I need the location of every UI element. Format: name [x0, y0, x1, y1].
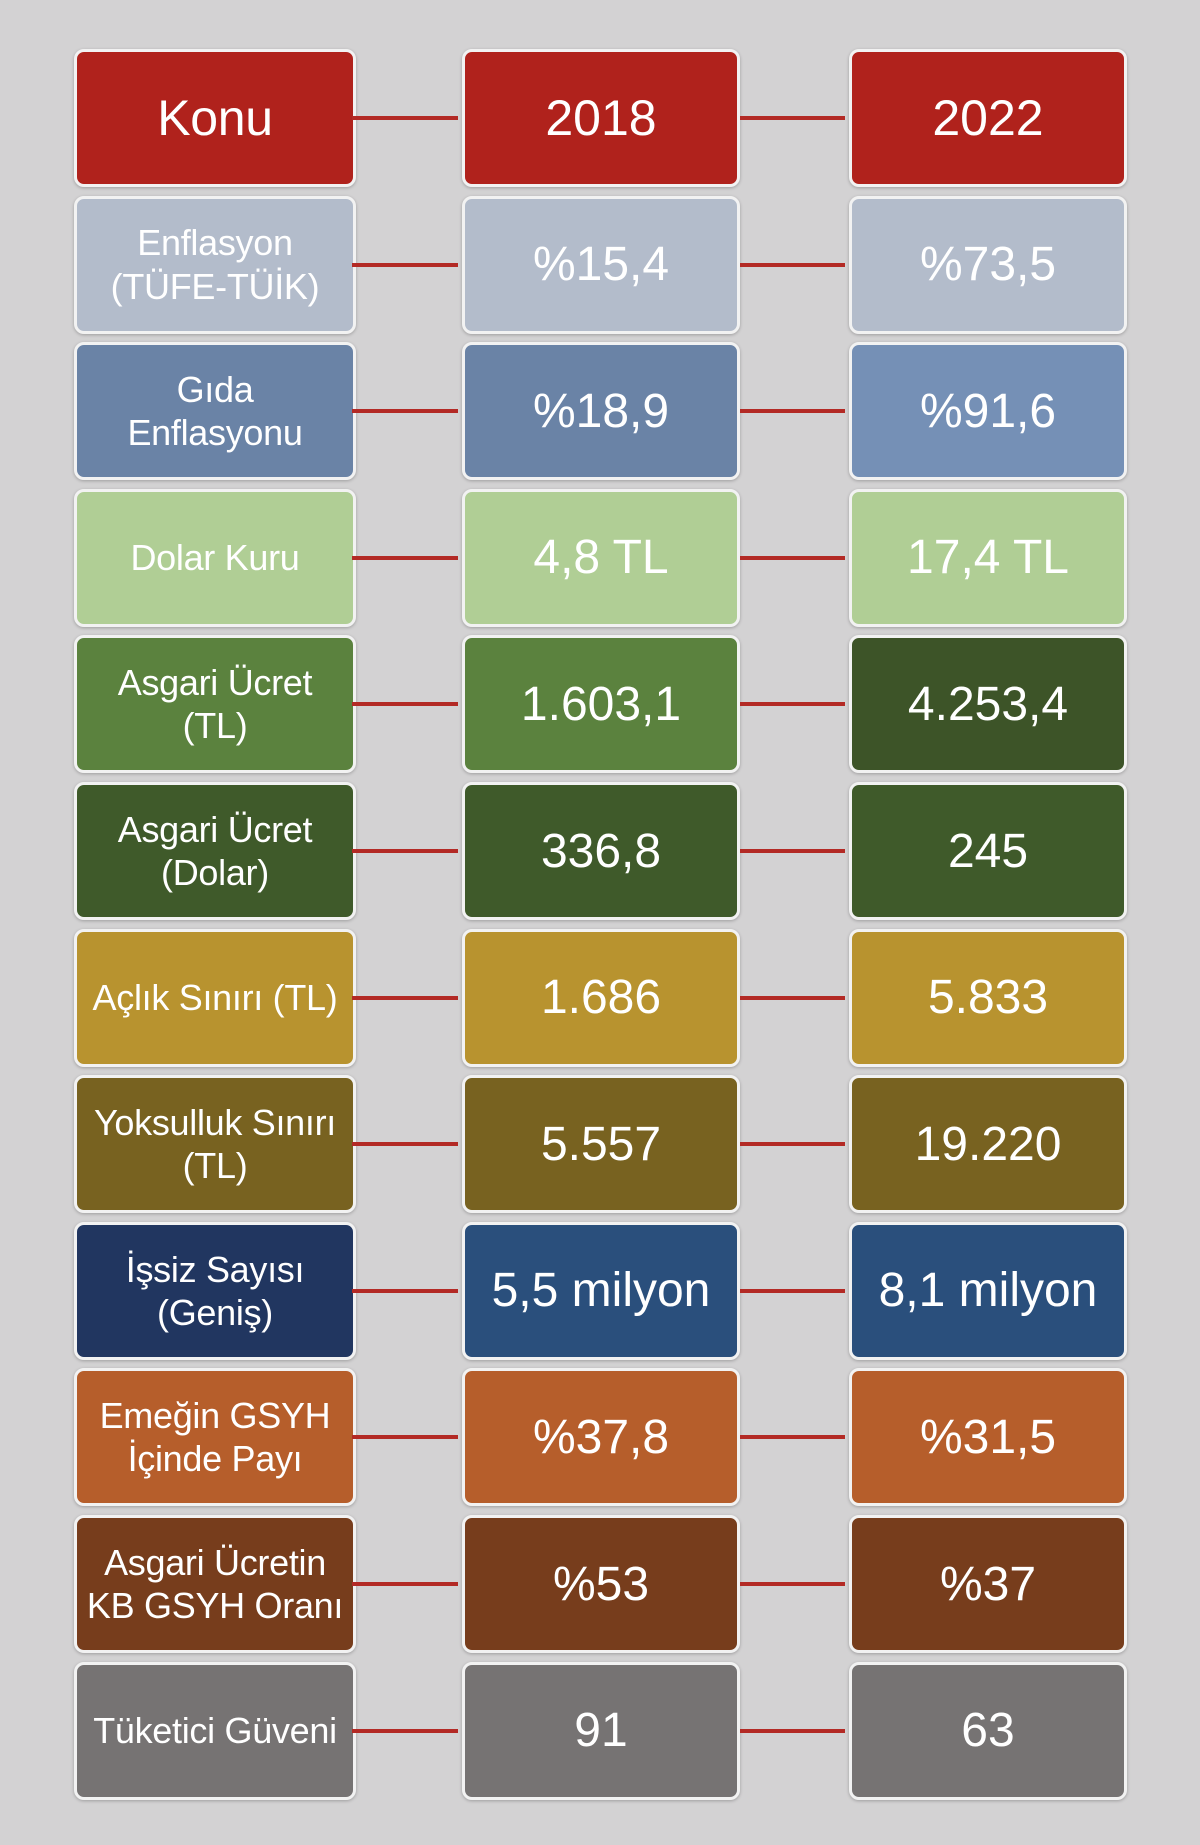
topic-cell: Emeğin GSYH İçinde Payı: [74, 1368, 356, 1507]
value-2018: 1.603,1: [462, 635, 740, 774]
table-row: İşsiz Sayısı (Geniş) 5,5 milyon 8,1 mily…: [0, 1221, 1200, 1360]
topic-cell: Tüketici Güveni: [74, 1661, 356, 1800]
value-2022: %73,5: [849, 195, 1127, 334]
table-row: Açlık Sınırı (TL) 1.686 5.833: [0, 928, 1200, 1067]
connector-line: [352, 1288, 458, 1293]
topic-cell: Açlık Sınırı (TL): [74, 928, 356, 1067]
table-row: Emeğin GSYH İçinde Payı %37,8 %31,5: [0, 1368, 1200, 1507]
table-row: Asgari Ücret (Dolar) 336,8 245: [0, 782, 1200, 920]
value-2022: 63: [849, 1661, 1127, 1800]
value-2022: 17,4 TL: [849, 488, 1127, 627]
value-2022: %91,6: [849, 342, 1127, 481]
value-2018: %37,8: [462, 1368, 740, 1507]
value-2022: 8,1 milyon: [849, 1221, 1127, 1360]
connector-line: [740, 1142, 845, 1147]
value-2018: 4,8 TL: [462, 488, 740, 627]
table-row: Tüketici Güveni 91 63: [0, 1661, 1200, 1800]
topic-cell: Asgari Ücretin KB GSYH Oranı: [74, 1515, 356, 1653]
value-2018: 5,5 milyon: [462, 1221, 740, 1360]
table-row: Enflasyon (TÜFE-TÜİK) %15,4 %73,5: [0, 195, 1200, 334]
value-2018: 5.557: [462, 1075, 740, 1214]
connector-line: [740, 1288, 845, 1293]
topic-cell: İşsiz Sayısı (Geniş): [74, 1221, 356, 1360]
header-2018: 2018: [462, 49, 740, 187]
value-2022: 19.220: [849, 1075, 1127, 1214]
connector-line: [352, 849, 458, 853]
connector-line: [740, 1728, 845, 1733]
connector-line: [352, 702, 458, 707]
table-row: Dolar Kuru 4,8 TL 17,4 TL: [0, 488, 1200, 627]
connector-line: [740, 262, 845, 267]
connector-line: [740, 1435, 845, 1440]
header-2022: 2022: [849, 49, 1127, 187]
connector-line: [352, 1435, 458, 1440]
value-2022: 245: [849, 782, 1127, 920]
value-2022: %37: [849, 1515, 1127, 1653]
connector-line: [740, 116, 845, 120]
topic-cell: Dolar Kuru: [74, 488, 356, 627]
header-row: Konu 2018 2022: [0, 49, 1200, 187]
value-2018: 1.686: [462, 928, 740, 1067]
connector-line: [740, 995, 845, 1000]
topic-cell: Gıda Enflasyonu: [74, 342, 356, 481]
topic-cell: Asgari Ücret (Dolar): [74, 782, 356, 920]
topic-cell: Asgari Ücret (TL): [74, 635, 356, 774]
connector-line: [352, 1142, 458, 1147]
connector-line: [352, 262, 458, 267]
value-2018: 336,8: [462, 782, 740, 920]
connector-line: [352, 116, 458, 120]
connector-line: [352, 1728, 458, 1733]
value-2022: 4.253,4: [849, 635, 1127, 774]
topic-cell: Yoksulluk Sınırı (TL): [74, 1075, 356, 1214]
connector-line: [740, 702, 845, 707]
value-2022: %31,5: [849, 1368, 1127, 1507]
connector-line: [740, 849, 845, 853]
topic-cell: Enflasyon (TÜFE-TÜİK): [74, 195, 356, 334]
value-2018: 91: [462, 1661, 740, 1800]
connector-line: [740, 409, 845, 414]
table-row: Gıda Enflasyonu %18,9 %91,6: [0, 342, 1200, 481]
connector-line: [740, 1582, 845, 1586]
connector-line: [740, 555, 845, 560]
table-row: Asgari Ücret (TL) 1.603,1 4.253,4: [0, 635, 1200, 774]
table-row: Asgari Ücretin KB GSYH Oranı %53 %37: [0, 1515, 1200, 1653]
connector-line: [352, 1582, 458, 1586]
table-row: Yoksulluk Sınırı (TL) 5.557 19.220: [0, 1075, 1200, 1214]
connector-line: [352, 555, 458, 560]
connector-line: [352, 995, 458, 1000]
value-2018: %53: [462, 1515, 740, 1653]
value-2018: %18,9: [462, 342, 740, 481]
connector-line: [352, 409, 458, 414]
value-2022: 5.833: [849, 928, 1127, 1067]
header-topic: Konu: [74, 49, 356, 187]
value-2018: %15,4: [462, 195, 740, 334]
